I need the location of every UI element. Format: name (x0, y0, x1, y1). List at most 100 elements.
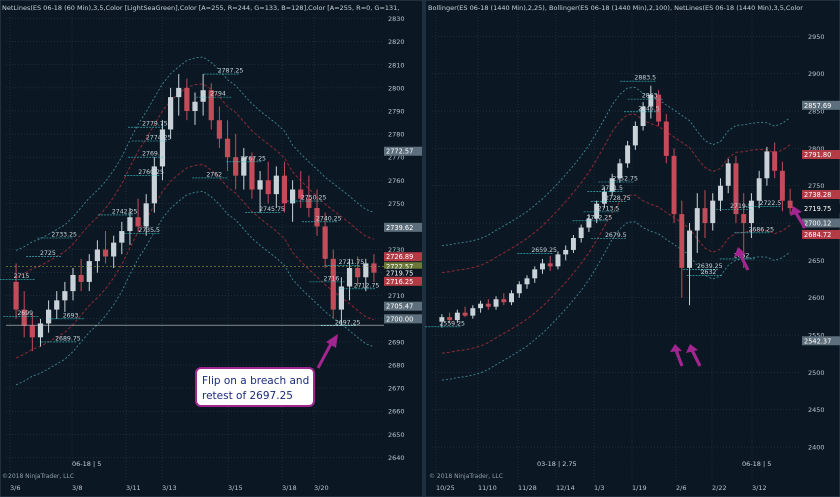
candle-body (524, 278, 530, 285)
candle-body (208, 90, 214, 121)
right-price-tags: 2857.69 2791.80 2738.28 2719.75 2700.12 2684.… (802, 100, 840, 346)
candle-body (547, 263, 553, 267)
annotation-callout: Flip on a breach and retest of 2697.25 (195, 334, 338, 407)
candle-body (289, 189, 296, 204)
x-tick-label: 3/13 (162, 484, 177, 492)
y-tick-label: 2810 (388, 61, 405, 69)
band-line (441, 221, 791, 381)
level-label: 2752.75 (612, 176, 638, 183)
band-line (441, 194, 791, 354)
level-label: 2725 (40, 250, 56, 257)
candle-body (733, 163, 739, 215)
price-tag-bg (802, 336, 840, 346)
candle-body (532, 269, 538, 279)
hourly-chart-panel[interactable]: 2697.25 2689.75 2699 2693 2715 2725 2733.25 273… (0, 0, 424, 497)
candle-body (787, 200, 793, 209)
right-period-label-2: 06-18 | 5 (742, 460, 771, 468)
arrow-icon (790, 206, 807, 229)
candle-body (45, 309, 52, 324)
candle-body (371, 263, 377, 273)
candle-body (167, 97, 174, 130)
x-tick-label: 3/11 (126, 484, 141, 492)
candle-body (143, 203, 149, 227)
band-line (15, 190, 375, 386)
y-tick-label: 2710 (388, 292, 405, 300)
x-tick-label: 1/3 (594, 484, 604, 492)
price-tag-label: 2722.57 (386, 263, 413, 271)
price-tag-bg (384, 268, 422, 278)
left-grid (6, 14, 384, 480)
candle-body (29, 325, 35, 338)
price-tag-bg (384, 222, 422, 232)
callout-arrowhead (326, 334, 338, 348)
x-tick-label: 3/18 (282, 484, 297, 492)
candle-body (159, 129, 166, 167)
candle-body (192, 101, 198, 111)
candle-body (540, 263, 545, 270)
candle-body (563, 249, 569, 255)
arrow-icon (734, 247, 750, 271)
candle-body (586, 218, 592, 228)
candle-body (21, 309, 27, 326)
level-label: 2686.25 (748, 226, 774, 233)
level-label: 2735.5 (138, 227, 160, 234)
level-label: 2779.75 (142, 121, 168, 128)
x-tick-label: 3/8 (72, 484, 82, 492)
callout-box (195, 367, 315, 407)
y-tick-label: 2450 (808, 406, 825, 414)
y-tick-label: 2650 (388, 431, 405, 439)
candle-body (454, 312, 460, 321)
level-label: 2719.5 (730, 203, 752, 210)
candle-body (578, 227, 584, 238)
price-tag-label: 2705.47 (386, 303, 413, 311)
band-line (15, 83, 375, 278)
candle-body (725, 163, 731, 186)
price-tag-bg (802, 189, 840, 199)
candle-body (184, 87, 190, 111)
right-x-axis: 10/25 11/10 11/28 12/14 1/3 1/19 2/6 2/22 3/12 (436, 484, 767, 492)
level-label: 2722.5 (760, 200, 782, 207)
left-chart-title: NetLines(ES 06-18 (60 Min),3,5,Color [Li… (2, 4, 399, 12)
y-tick-label: 2670 (388, 385, 405, 393)
candle-body (151, 166, 157, 204)
level-label: 2702.25 (587, 214, 613, 221)
x-tick-label: 3/12 (752, 484, 767, 492)
level-label: 2742.25 (112, 208, 138, 215)
candle-body (478, 303, 484, 309)
left-netlines (15, 56, 375, 386)
candle-body (314, 207, 320, 227)
candle-body (257, 180, 263, 190)
y-tick-label: 2680 (388, 362, 405, 370)
price-tag-bg (384, 276, 422, 286)
level-label: 2559.25 (439, 320, 465, 327)
right-grid (432, 14, 800, 480)
right-watermark: © 2018 NinjaTrader, LLC (429, 473, 503, 480)
candle-body (718, 185, 723, 201)
candle-body (54, 300, 60, 310)
candle-body (555, 254, 561, 267)
x-tick-label: 2/6 (676, 484, 686, 492)
candle-body (509, 293, 514, 303)
candle-body (338, 286, 345, 310)
level-label: 2632 (701, 269, 717, 276)
candle-body (439, 317, 445, 322)
level-label: 2767.25 (240, 155, 266, 162)
candle-body (756, 178, 762, 201)
x-tick-label: 11/28 (518, 484, 537, 492)
daily-chart-panel[interactable]: 2883.5 2863 2845.5 2752.75 2741.5 2728.75 2713… (424, 0, 840, 497)
candle-body (200, 90, 206, 102)
candle-body (78, 274, 84, 282)
level-label: 2762 (206, 171, 222, 178)
candle-body (516, 284, 522, 294)
right-chart-title: Bollinger(ES 06-18 (1440 Min),2,25), Bol… (428, 4, 803, 12)
level-label: 2745.75 (259, 206, 285, 213)
right-candles (439, 85, 793, 328)
x-tick-label: 3/6 (10, 484, 20, 492)
price-tag-bg (802, 229, 840, 239)
price-tag-label: 2739.62 (386, 224, 413, 232)
candle-body (609, 178, 615, 192)
level-label: 2728.75 (605, 195, 631, 202)
candle-body (687, 230, 692, 268)
daily-arrows (670, 206, 807, 367)
right-panel-frame (424, 0, 840, 497)
